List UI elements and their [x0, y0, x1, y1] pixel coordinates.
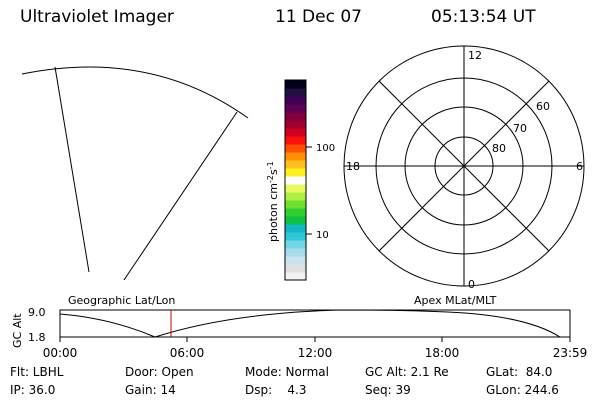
date-label: 11 Dec 07 [275, 7, 362, 27]
lat-label-70: 70 [513, 122, 527, 135]
info-dsp: Dsp: 4.3 [245, 383, 307, 397]
color-scale-cell [285, 128, 306, 137]
color-scale-cell [285, 80, 306, 89]
sector-arc [21, 66, 249, 119]
color-scale-cell [285, 144, 306, 153]
color-tick-label-100: 100 [316, 143, 335, 154]
color-scale-cell [285, 136, 306, 145]
x-tick-label-1200: 12:00 [298, 346, 333, 360]
timeline-y-axis-label: GC Alt [11, 313, 24, 348]
color-tick-label-10: 10 [316, 230, 329, 241]
info-filter: Flt: LBHL [10, 365, 64, 379]
color-scale-cell [285, 176, 306, 185]
timeline-frame [59, 309, 571, 338]
x-tick-label-0600: 06:00 [170, 346, 205, 360]
color-scale-cell [285, 232, 306, 241]
info-ip: IP: 36.0 [10, 383, 56, 397]
color-scale-cells [285, 80, 306, 281]
sector-right-edge [123, 111, 238, 281]
color-scale-cell [285, 120, 306, 129]
color-scale-cell [285, 224, 306, 233]
time-label: 05:13:54 UT [431, 7, 536, 27]
color-scale-cell [285, 96, 306, 105]
polar-diagonal-2 [378, 80, 550, 252]
info-gain: Gain: 14 [125, 383, 176, 397]
info-seq: Seq: 39 [365, 383, 411, 397]
lat-label-60: 60 [536, 100, 550, 113]
timeline-y-tick-1-8: 1.8 [28, 331, 46, 344]
mlt-label-18: 18 [346, 160, 360, 173]
lat-label-80: 80 [492, 142, 506, 155]
color-scale-cell [285, 184, 306, 193]
color-scale-cell [285, 200, 306, 209]
color-scale-cell [285, 256, 306, 265]
color-scale-cell [285, 272, 306, 281]
color-scale-cell [285, 104, 306, 113]
color-scale-cell [285, 240, 306, 249]
color-scale-units: photon cm-2s-1 [266, 161, 280, 242]
color-scale-cell [285, 216, 306, 225]
info-door: Door: Open [125, 365, 194, 379]
color-scale-cell [285, 88, 306, 97]
info-glat: GLat: 84.0 [486, 365, 553, 379]
instrument-title: Ultraviolet Imager [20, 7, 174, 27]
color-scale-cell [285, 208, 306, 217]
mlt-label-12: 12 [468, 49, 482, 62]
color-scale-cell [285, 168, 306, 177]
color-scale-cell [285, 112, 306, 121]
info-gc-alt: GC Alt: 2.1 Re [365, 365, 449, 379]
sector-left-edge [54, 66, 90, 273]
x-tick-label-1800: 18:00 [425, 346, 460, 360]
timeline-y-tick-9: 9.0 [28, 306, 46, 319]
info-glon: GLon: 244.6 [486, 383, 559, 397]
color-scale-cell [285, 192, 306, 201]
color-scale-cell [285, 152, 306, 161]
color-scale-cell [285, 264, 306, 273]
mlt-label-0: 0 [468, 278, 475, 291]
timeline-right-label: Apex MLat/MLT [414, 294, 497, 307]
x-tick-label-2359: 23:59 [553, 346, 588, 360]
color-scale-cell [285, 248, 306, 257]
color-scale-border [284, 79, 307, 281]
timeline-left-label: Geographic Lat/Lon [68, 294, 175, 307]
altitude-curve [59, 309, 561, 338]
mlt-label-6: 6 [576, 160, 583, 173]
color-scale-cell [285, 160, 306, 169]
info-mode: Mode: Normal [245, 365, 329, 379]
x-tick-label-0000: 00:00 [43, 346, 78, 360]
